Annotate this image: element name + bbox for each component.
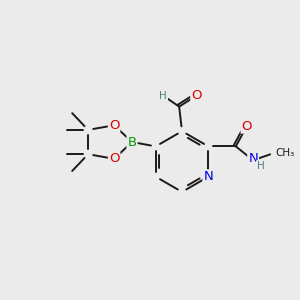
Text: O: O (242, 120, 252, 133)
Text: O: O (109, 119, 119, 132)
Text: N: N (248, 152, 258, 165)
Text: N: N (203, 170, 213, 183)
Text: O: O (109, 152, 119, 165)
Text: CH₃: CH₃ (275, 148, 295, 158)
Text: O: O (191, 89, 202, 102)
Text: H: H (257, 161, 265, 171)
Text: B: B (128, 136, 136, 148)
Text: H: H (159, 91, 167, 100)
